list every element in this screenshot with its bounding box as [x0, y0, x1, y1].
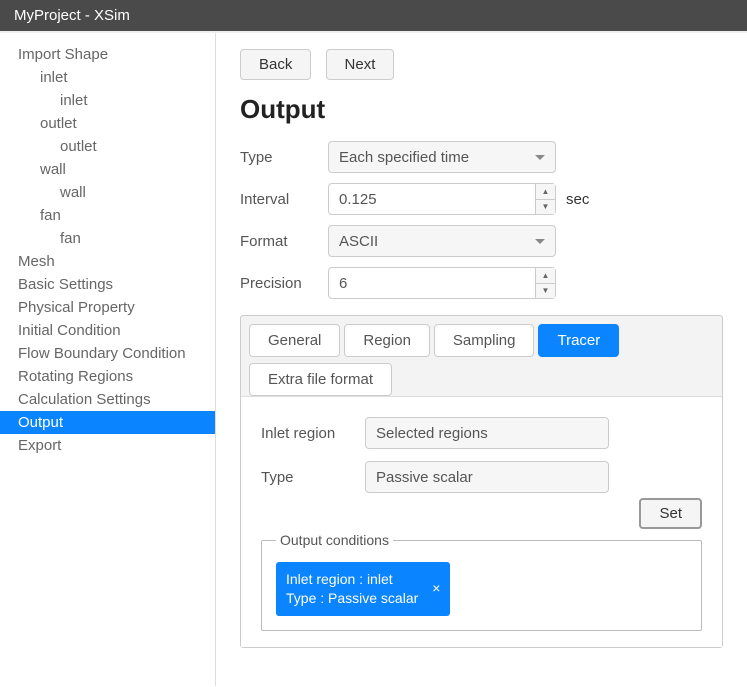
tracer-type-value: Passive scalar: [376, 469, 473, 486]
sidebar-item[interactable]: Basic Settings: [0, 273, 215, 296]
interval-input[interactable]: 0.125 ▲ ▼: [328, 183, 556, 215]
precision-input[interactable]: 6 ▲ ▼: [328, 267, 556, 299]
sidebar-item[interactable]: inlet: [0, 66, 215, 89]
sidebar-item[interactable]: Export: [0, 434, 215, 457]
tab-extra-file-format[interactable]: Extra file format: [249, 363, 392, 396]
precision-value: 6: [329, 275, 535, 292]
sidebar-item[interactable]: Initial Condition: [0, 319, 215, 342]
chevron-down-icon: [535, 155, 545, 160]
format-select[interactable]: ASCII: [328, 225, 556, 257]
condition-chip-text: Inlet region : inlet Type : Passive scal…: [286, 570, 418, 608]
main-panel: Back Next Output Type Each specified tim…: [216, 33, 747, 686]
sidebar-item[interactable]: Rotating Regions: [0, 365, 215, 388]
back-button[interactable]: Back: [240, 49, 311, 80]
page-title: Output: [240, 94, 723, 125]
tracer-type-select[interactable]: Passive scalar: [365, 461, 609, 493]
output-conditions-legend: Output conditions: [276, 532, 393, 548]
interval-spinner: ▲ ▼: [535, 184, 555, 214]
tabs-row-2: Extra file format: [249, 363, 714, 396]
window-title: MyProject - XSim: [14, 7, 130, 24]
format-label: Format: [240, 233, 328, 250]
tracer-type-label: Type: [261, 469, 365, 486]
tab-sampling[interactable]: Sampling: [434, 324, 535, 357]
spinner-up-icon[interactable]: ▲: [536, 184, 555, 200]
sidebar: Import Shapeinletinletoutletoutletwallwa…: [0, 33, 216, 686]
precision-spinner: ▲ ▼: [535, 268, 555, 298]
app-container: Import Shapeinletinletoutletoutletwallwa…: [0, 31, 747, 686]
tab-general[interactable]: General: [249, 324, 340, 357]
interval-label: Interval: [240, 191, 328, 208]
sidebar-item[interactable]: fan: [0, 204, 215, 227]
spinner-up-icon[interactable]: ▲: [536, 268, 555, 284]
sidebar-item[interactable]: outlet: [0, 112, 215, 135]
inlet-region-value: Selected regions: [376, 425, 488, 442]
sidebar-item[interactable]: Mesh: [0, 250, 215, 273]
condition-chip[interactable]: Inlet region : inlet Type : Passive scal…: [276, 562, 450, 616]
sidebar-item[interactable]: fan: [0, 227, 215, 250]
set-button[interactable]: Set: [639, 498, 702, 529]
window-titlebar: MyProject - XSim: [0, 0, 747, 31]
tab-region[interactable]: Region: [344, 324, 430, 357]
interval-unit: sec: [566, 191, 589, 208]
tabs-row-1: General Region Sampling Tracer: [249, 324, 714, 357]
type-select[interactable]: Each specified time: [328, 141, 556, 173]
tabs-panel: General Region Sampling Tracer Extra fil…: [240, 315, 723, 648]
sidebar-item[interactable]: inlet: [0, 89, 215, 112]
sidebar-item[interactable]: Physical Property: [0, 296, 215, 319]
sidebar-item[interactable]: wall: [0, 181, 215, 204]
inlet-region-label: Inlet region: [261, 425, 365, 442]
wizard-nav: Back Next: [240, 49, 723, 80]
inlet-region-select[interactable]: Selected regions: [365, 417, 609, 449]
chevron-down-icon: [535, 239, 545, 244]
spinner-down-icon[interactable]: ▼: [536, 284, 555, 299]
sidebar-item[interactable]: wall: [0, 158, 215, 181]
tab-content-tracer: Inlet region Selected regions Type Passi…: [241, 396, 722, 647]
spinner-down-icon[interactable]: ▼: [536, 200, 555, 215]
output-conditions-group: Output conditions Inlet region : inlet T…: [261, 532, 702, 631]
sidebar-item[interactable]: Import Shape: [0, 43, 215, 66]
format-select-value: ASCII: [339, 233, 378, 250]
sidebar-item[interactable]: Calculation Settings: [0, 388, 215, 411]
type-select-value: Each specified time: [339, 149, 469, 166]
sidebar-item[interactable]: Output: [0, 411, 215, 434]
interval-value: 0.125: [329, 191, 535, 208]
close-icon[interactable]: ×: [432, 579, 440, 598]
tab-tracer[interactable]: Tracer: [538, 324, 619, 357]
type-label: Type: [240, 149, 328, 166]
sidebar-item[interactable]: Flow Boundary Condition: [0, 342, 215, 365]
sidebar-item[interactable]: outlet: [0, 135, 215, 158]
precision-label: Precision: [240, 275, 328, 292]
next-button[interactable]: Next: [326, 49, 395, 80]
